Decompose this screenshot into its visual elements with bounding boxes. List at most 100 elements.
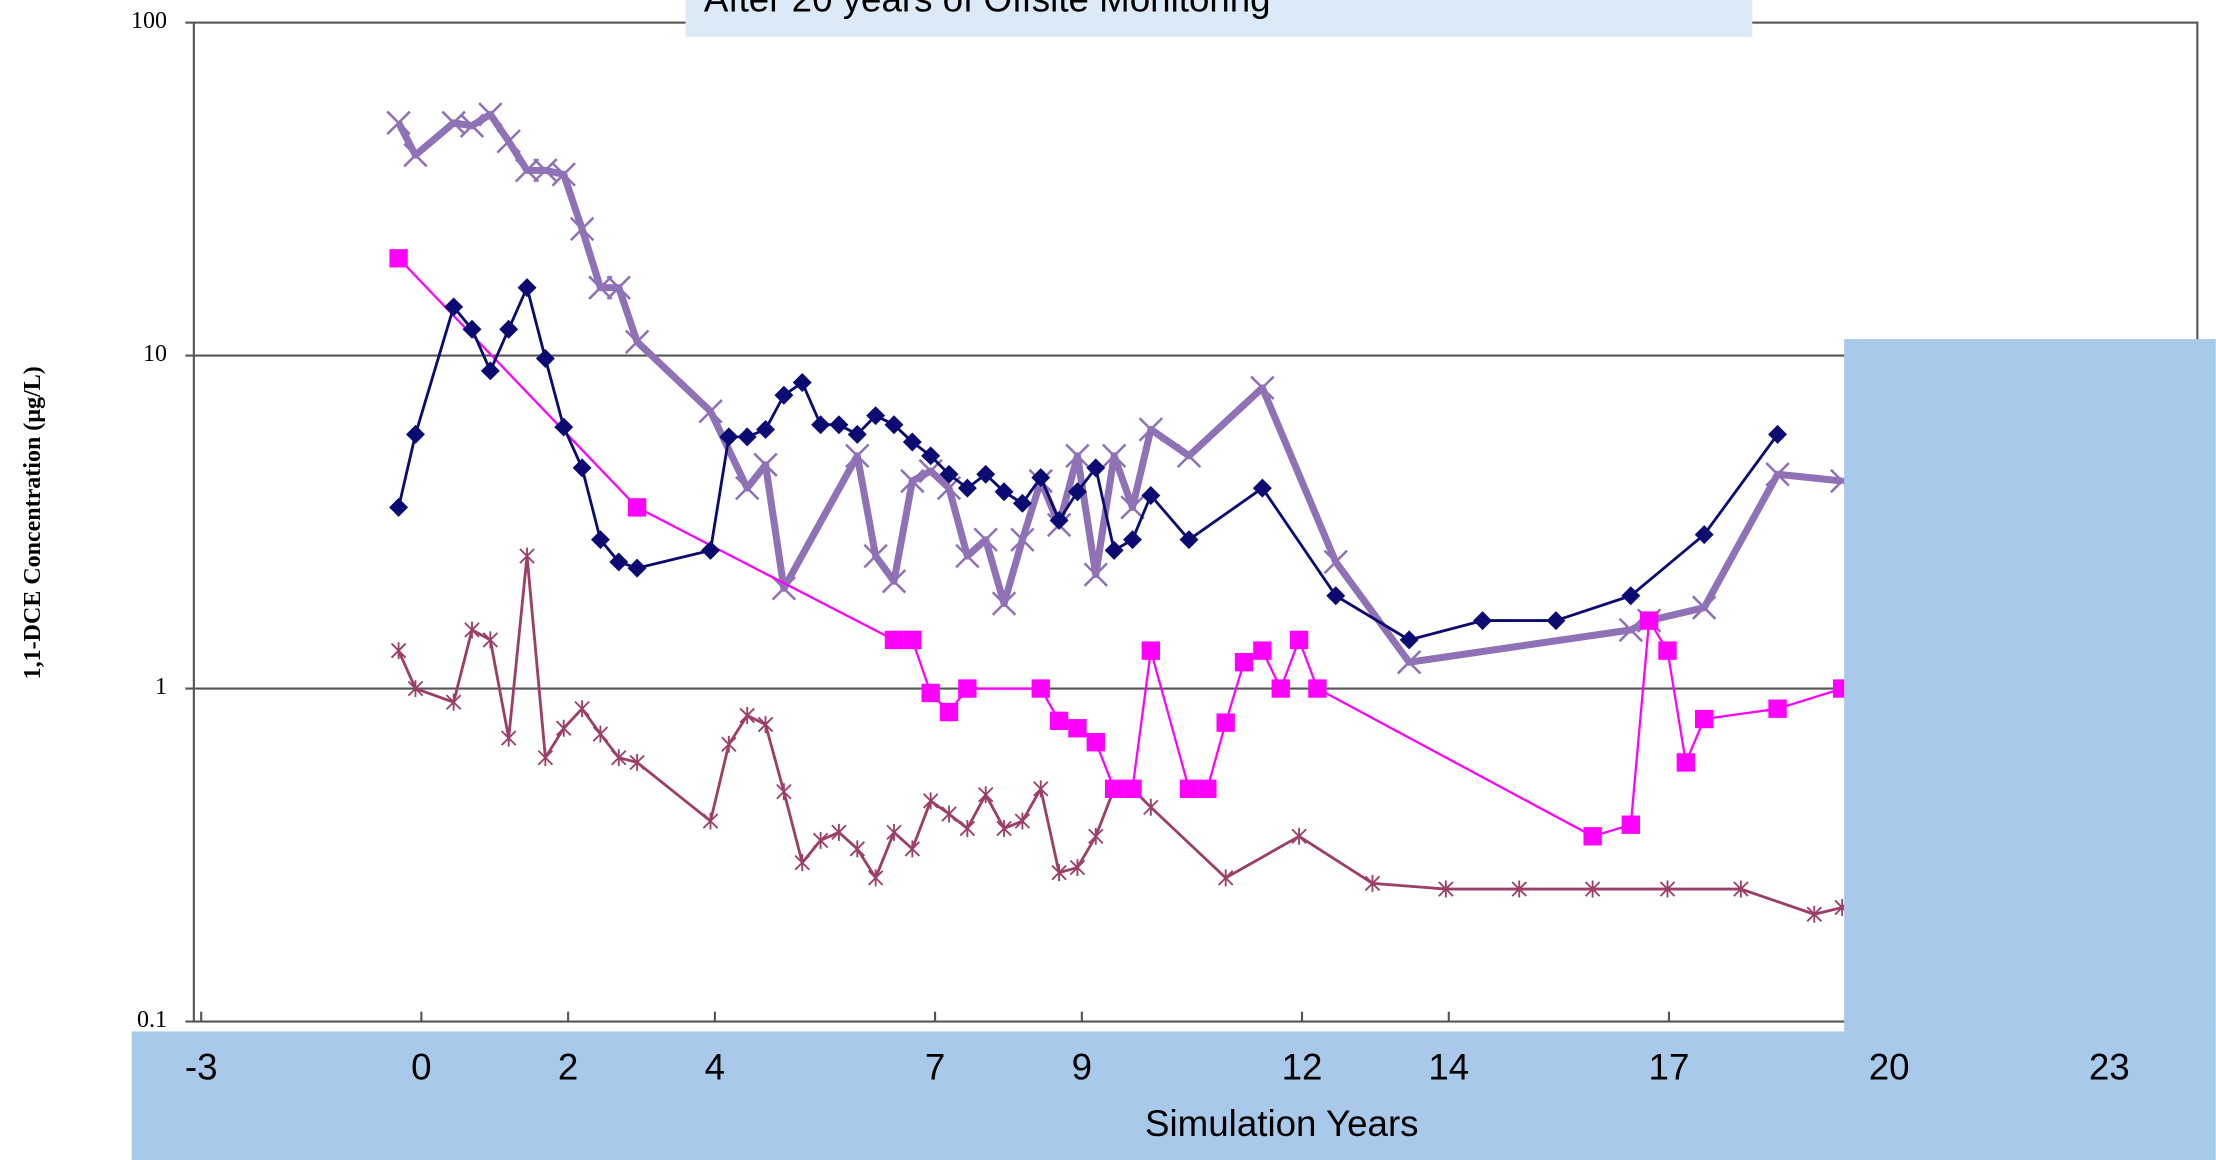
x-tick-label: 23 <box>2089 1046 2130 1087</box>
point <box>1065 443 1090 469</box>
x-axis: -3 0 2 4 7 9 12 14 17 20 23 <box>185 1046 2130 1087</box>
point <box>921 683 940 703</box>
point <box>611 749 627 767</box>
point <box>1658 641 1677 660</box>
point <box>572 458 592 478</box>
point <box>921 446 941 466</box>
point <box>904 840 921 858</box>
series <box>389 249 1852 846</box>
point <box>478 102 503 127</box>
point <box>389 249 408 268</box>
point <box>574 700 590 718</box>
point <box>1049 711 1069 731</box>
point <box>1308 679 1327 698</box>
overlay-box <box>131 1031 2216 1160</box>
point <box>1051 864 1067 882</box>
point <box>1120 495 1145 520</box>
point <box>739 707 755 724</box>
point <box>386 110 411 136</box>
point <box>957 478 977 498</box>
point <box>794 854 810 872</box>
point <box>569 216 595 242</box>
point <box>537 749 554 767</box>
point <box>829 415 849 435</box>
point <box>1768 424 1788 444</box>
point <box>973 527 998 552</box>
point <box>1138 417 1164 442</box>
point <box>922 792 939 810</box>
title-box <box>685 0 1753 37</box>
point <box>1694 525 1714 545</box>
point <box>1179 779 1199 798</box>
point <box>1253 641 1272 660</box>
point <box>702 812 719 830</box>
point <box>514 158 540 183</box>
point <box>535 349 555 368</box>
point <box>588 275 613 300</box>
point <box>955 543 980 569</box>
point <box>812 831 829 849</box>
point <box>496 129 521 154</box>
point <box>902 432 922 452</box>
point <box>1806 905 1822 923</box>
point <box>627 558 647 578</box>
point <box>464 621 480 639</box>
point <box>753 452 778 477</box>
point <box>1765 462 1790 487</box>
point <box>734 475 760 501</box>
point <box>1141 641 1161 660</box>
point <box>719 427 739 447</box>
point <box>1143 798 1159 816</box>
point <box>1033 780 1049 798</box>
point <box>462 319 482 339</box>
point <box>886 823 902 841</box>
point <box>991 591 1017 616</box>
point <box>499 319 519 339</box>
point <box>771 576 797 601</box>
point <box>1733 880 1749 898</box>
point <box>406 424 425 444</box>
point <box>1086 733 1105 752</box>
point <box>756 419 776 439</box>
y-tick-label: 1 <box>155 674 167 700</box>
point <box>792 373 812 393</box>
point <box>1291 827 1307 845</box>
x-axis-label: Simulation Years <box>1145 1103 1419 1144</box>
point <box>403 142 428 168</box>
chart-title: After 20 years of Offsite Monitoring <box>704 0 1271 19</box>
point <box>958 679 977 698</box>
point <box>389 497 409 517</box>
point <box>903 630 922 650</box>
x-tick-label: 17 <box>1649 1046 1690 1087</box>
point <box>1141 486 1161 505</box>
point <box>1031 468 1051 488</box>
series-line <box>397 554 1843 916</box>
point <box>1123 530 1142 550</box>
point <box>592 725 609 743</box>
series <box>389 278 1788 650</box>
x-tick-label: 9 <box>1072 1046 1092 1087</box>
point <box>721 735 737 753</box>
point <box>976 464 996 484</box>
point <box>1676 753 1696 772</box>
point <box>900 468 925 494</box>
point <box>1086 458 1106 478</box>
series <box>386 102 1855 675</box>
point <box>1621 586 1641 606</box>
point <box>554 417 574 437</box>
point <box>941 805 957 823</box>
point <box>867 869 884 887</box>
point <box>1217 869 1234 887</box>
overlay-box <box>1844 339 2216 1032</box>
point <box>1639 611 1659 630</box>
point <box>1104 540 1124 560</box>
point <box>1101 443 1127 469</box>
point <box>849 840 865 858</box>
point <box>847 424 867 444</box>
point <box>863 543 888 569</box>
point <box>701 540 720 560</box>
point <box>1438 880 1454 898</box>
point <box>1546 611 1566 631</box>
